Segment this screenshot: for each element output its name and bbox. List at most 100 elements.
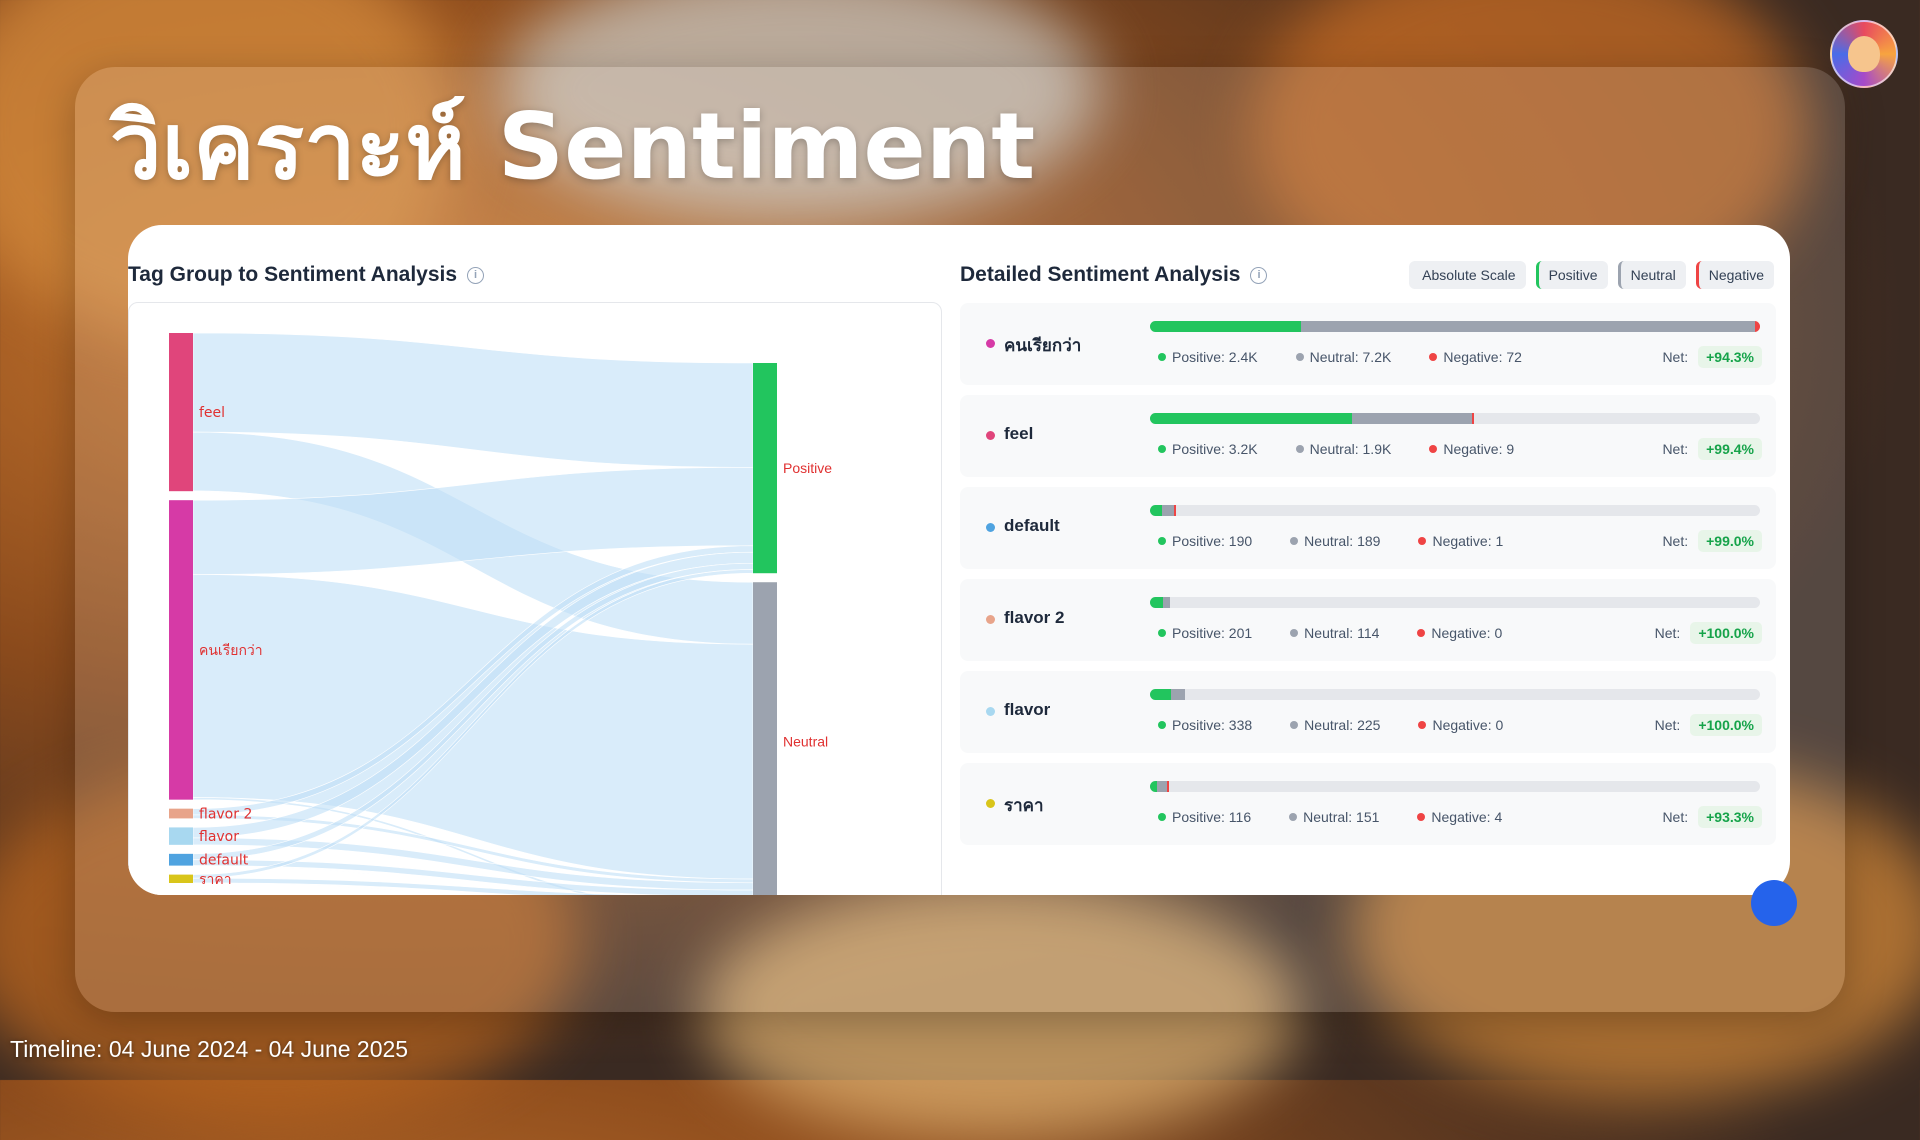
neutral-bar-segment [1162, 597, 1170, 608]
negative-bar-segment [1471, 413, 1475, 424]
positive-stat: Positive: 116 [1158, 809, 1251, 825]
negative-dot-icon [1429, 445, 1438, 453]
sentiment-detail-list: คนเรียกว่า Positive: 2.4K Neutral: 7.2K … [960, 303, 1776, 855]
negative-dot-icon [1417, 629, 1426, 637]
neutral-filter-button[interactable]: Neutral [1617, 261, 1686, 289]
sentiment-row[interactable]: flavor Positive: 338 Neutral: 225 Negati… [960, 671, 1776, 753]
positive-stat: Positive: 2.4K [1158, 349, 1258, 365]
positive-bar-segment [1150, 689, 1172, 700]
sankey-source-label: flavor [199, 829, 239, 845]
positive-dot-icon [1158, 813, 1166, 821]
user-avatar[interactable] [1830, 20, 1898, 88]
sankey-panel-title: Tag Group to Sentiment Analysis i [128, 263, 485, 287]
sentiment-stats: Positive: 3.2K Neutral: 1.9K Negative: 9… [1158, 438, 1762, 460]
positive-dot-icon [1158, 445, 1166, 453]
sentiment-stats: Positive: 338 Neutral: 225 Negative: 0 N… [1158, 714, 1762, 736]
sankey-links [192, 332, 754, 895]
negative-stat: Negative: 4 [1417, 809, 1502, 825]
neutral-dot-icon [1289, 813, 1298, 821]
tag-name: feel [1004, 424, 1034, 443]
tag-name: flavor [1004, 700, 1051, 719]
sankey-source-label: default [199, 853, 249, 869]
sankey-source-node[interactable] [169, 333, 193, 492]
negative-dot-icon [1429, 353, 1438, 361]
sankey-link[interactable] [192, 865, 753, 895]
net-score-value: +93.3% [1698, 806, 1762, 828]
tag-color-dot [986, 339, 995, 348]
sentiment-row[interactable]: flavor 2 Positive: 201 Neutral: 114 Nega… [960, 579, 1776, 661]
neutral-stat: Neutral: 225 [1290, 717, 1380, 733]
sentiment-stats: Positive: 201 Neutral: 114 Negative: 0 N… [1158, 622, 1762, 644]
negative-stat: Negative: 72 [1429, 349, 1522, 365]
net-score-value: +100.0% [1690, 622, 1762, 644]
neutral-stat: Neutral: 1.9K [1295, 441, 1391, 457]
sentiment-row[interactable]: default Positive: 190 Neutral: 189 Negat… [960, 487, 1776, 569]
negative-dot-icon [1418, 721, 1427, 729]
sankey-chart: feel คนเรียกว่า flavor 2 flavor default ราคา P… [169, 332, 832, 895]
neutral-bar-segment [1161, 505, 1174, 516]
net-score: Net: +94.3% [1662, 346, 1762, 368]
negative-stat: Negative: 1 [1418, 533, 1503, 549]
positive-dot-icon [1158, 629, 1166, 637]
positive-stat: Positive: 201 [1158, 625, 1252, 641]
negative-filter-button[interactable]: Negative [1695, 261, 1774, 289]
info-circle-icon[interactable]: i [1250, 266, 1268, 284]
negative-bar-segment [1166, 781, 1170, 792]
sentiment-row[interactable]: feel Positive: 3.2K Neutral: 1.9K Negati… [960, 395, 1776, 477]
sentiment-row[interactable]: คนเรียกว่า Positive: 2.4K Neutral: 7.2K … [960, 303, 1776, 385]
sankey-source-label: ราคา [199, 872, 232, 888]
positive-bar-segment [1150, 597, 1163, 608]
sankey-target-label: Positive [783, 460, 832, 476]
sankey-link[interactable] [192, 859, 754, 895]
background-blob [500, 0, 1100, 220]
sankey-source-label: flavor 2 [199, 807, 252, 823]
sankey-source-node[interactable] [169, 874, 193, 883]
positive-stat: Positive: 338 [1158, 717, 1252, 733]
tag-color-dot [986, 615, 995, 624]
sankey-source-node[interactable] [169, 500, 193, 800]
sankey-source-node[interactable] [169, 827, 193, 845]
timeline-text: Timeline: 04 June 2024 - 04 June 2025 [10, 1036, 409, 1062]
sentiment-row[interactable]: ราคา Positive: 116 Neutral: 151 Negative… [960, 763, 1776, 845]
sankey-link[interactable] [192, 882, 753, 895]
sankey-link[interactable] [192, 877, 753, 895]
neutral-dot-icon [1290, 721, 1299, 729]
sankey-target-node[interactable] [753, 582, 777, 895]
absolute-scale-toggle[interactable]: Absolute Scale [1409, 261, 1526, 289]
sankey-title-text: Tag Group to Sentiment Analysis [128, 263, 458, 286]
positive-dot-icon [1158, 721, 1166, 729]
neutral-dot-icon [1295, 445, 1304, 453]
negative-stat: Negative: 0 [1418, 717, 1503, 733]
positive-stat: Positive: 190 [1158, 533, 1252, 549]
neutral-stat: Neutral: 151 [1289, 809, 1379, 825]
net-score-value: +94.3% [1698, 346, 1762, 368]
net-score: Net: +93.3% [1662, 806, 1762, 828]
sentiment-controls: Absolute Scale Positive Neutral Negative [1409, 261, 1774, 289]
tag-color-dot [986, 707, 995, 716]
neutral-stat: Neutral: 114 [1290, 625, 1379, 641]
chat-fab-button[interactable] [1751, 880, 1797, 926]
sankey-target-node[interactable] [753, 363, 777, 574]
negative-stat: Negative: 0 [1417, 625, 1502, 641]
sankey-source-node[interactable] [169, 853, 193, 866]
tag-name: flavor 2 [1004, 608, 1065, 627]
positive-filter-button[interactable]: Positive [1535, 261, 1608, 289]
sankey-source-label: feel [199, 405, 225, 421]
positive-bar-segment [1150, 505, 1162, 516]
info-circle-icon[interactable]: i [467, 266, 485, 284]
neutral-bar-segment [1157, 781, 1167, 792]
neutral-dot-icon [1295, 353, 1304, 361]
sentiment-bar [1150, 597, 1760, 608]
sankey-source-node[interactable] [169, 808, 193, 819]
sentiment-stats: Positive: 190 Neutral: 189 Negative: 1 N… [1158, 530, 1762, 552]
net-score: Net: +99.4% [1662, 438, 1762, 460]
tag-name: default [1004, 516, 1060, 535]
sankey-target-label: Neutral [783, 734, 828, 750]
detail-title-text: Detailed Sentiment Analysis [960, 263, 1241, 286]
tag-color-dot [986, 431, 995, 440]
sentiment-stats: Positive: 2.4K Neutral: 7.2K Negative: 7… [1158, 346, 1762, 368]
neutral-stat: Neutral: 7.2K [1295, 349, 1391, 365]
net-score-value: +100.0% [1690, 714, 1762, 736]
negative-stat: Negative: 9 [1429, 441, 1514, 457]
net-score: Net: +99.0% [1662, 530, 1762, 552]
